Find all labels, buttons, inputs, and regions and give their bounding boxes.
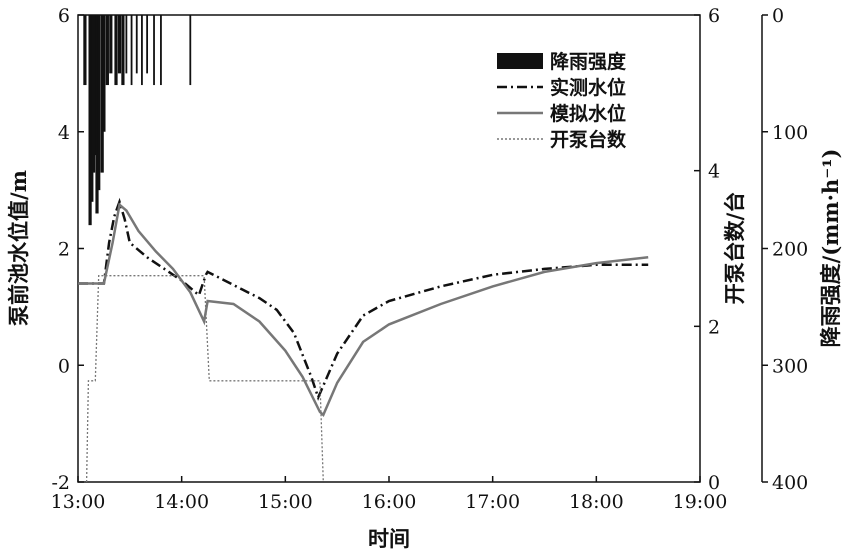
series-simulated-line: [78, 202, 649, 417]
rain-bar: [90, 15, 94, 202]
rain-bar: [83, 15, 87, 86]
legend-label-rain: 降雨强度: [550, 50, 627, 73]
y-right1-tick-label: 0: [708, 472, 720, 494]
y-right2-tick-label: 0: [772, 5, 784, 27]
y-right1-axis-title: 开泵台数/台: [722, 192, 747, 305]
y-right2-tick-label: 400: [772, 472, 808, 494]
axes-layer: 13:00 14:00 15:00 16:00 17:00 18:00 19:00 -2 0 2 4…: [51, 5, 809, 513]
y-right2-tick-label: 100: [772, 122, 808, 144]
x-tick-label: 17:00: [465, 491, 520, 513]
x-tick-label: 13:00: [51, 491, 106, 513]
rain-bar: [130, 15, 133, 86]
legend: 降雨强度 实测水位 模拟水位 开泵台数: [497, 50, 627, 151]
legend-item-rain: 降雨强度: [497, 50, 627, 73]
y-left-tick-label: 0: [58, 355, 70, 377]
y-left-tick-label: 2: [58, 239, 70, 261]
x-axis-title: 时间: [368, 526, 410, 551]
rain-bar: [160, 15, 162, 86]
legend-label-simulated: 模拟水位: [550, 102, 626, 125]
legend-item-simulated: 模拟水位: [497, 102, 626, 125]
rain-bar: [114, 15, 118, 86]
series-measured-line: [78, 197, 649, 401]
y-right2-tick-label: 300: [772, 355, 808, 377]
rain-bar: [117, 15, 122, 74]
y-left-tick-label: 4: [58, 122, 70, 144]
y-right2-axis-title: 降雨强度/(mm·h⁻¹): [818, 149, 843, 348]
rain-bar: [153, 15, 155, 86]
y-right1-tick-label: 6: [708, 5, 720, 27]
rain-bar: [93, 15, 97, 156]
x-tick-label: 18:00: [569, 491, 624, 513]
y-right1-tick-label: 4: [708, 161, 720, 183]
legend-item-measured: 实测水位: [497, 76, 626, 99]
y-right2-tick-label: 200: [772, 239, 808, 261]
rain-bar: [100, 15, 104, 173]
y-left-axis-title: 泵前池水位值/m: [6, 170, 31, 326]
y-left-tick-label: 6: [58, 5, 70, 27]
rain-bar: [146, 15, 149, 74]
rain-bar: [189, 15, 192, 86]
x-tick-label: 19:00: [673, 491, 728, 513]
rain-bar: [121, 15, 125, 86]
legend-item-pumps: 开泵台数: [497, 128, 627, 151]
x-tick-label: 14:00: [154, 491, 209, 513]
legend-label-pumps: 开泵台数: [550, 128, 627, 151]
rain-bar: [135, 15, 138, 74]
series-pumps-line: [85, 275, 324, 483]
series-layer: [78, 15, 649, 483]
x-tick-label: 16:00: [362, 491, 417, 513]
y-left-tick-label: -2: [51, 472, 70, 494]
legend-swatch-rain: [497, 53, 543, 69]
rain-bar: [88, 15, 92, 226]
legend-label-measured: 实测水位: [550, 76, 626, 99]
rain-bar: [105, 15, 109, 86]
rain-bar: [102, 15, 106, 132]
rain-bar: [95, 15, 99, 214]
rain-bar: [97, 15, 101, 191]
x-tick-label: 15:00: [258, 491, 313, 513]
rain-bar: [125, 15, 128, 74]
rain-bar: [91, 15, 96, 173]
y-right1-tick-label: 2: [708, 316, 720, 338]
rain-bar: [141, 15, 143, 86]
rain-bar: [109, 15, 113, 74]
